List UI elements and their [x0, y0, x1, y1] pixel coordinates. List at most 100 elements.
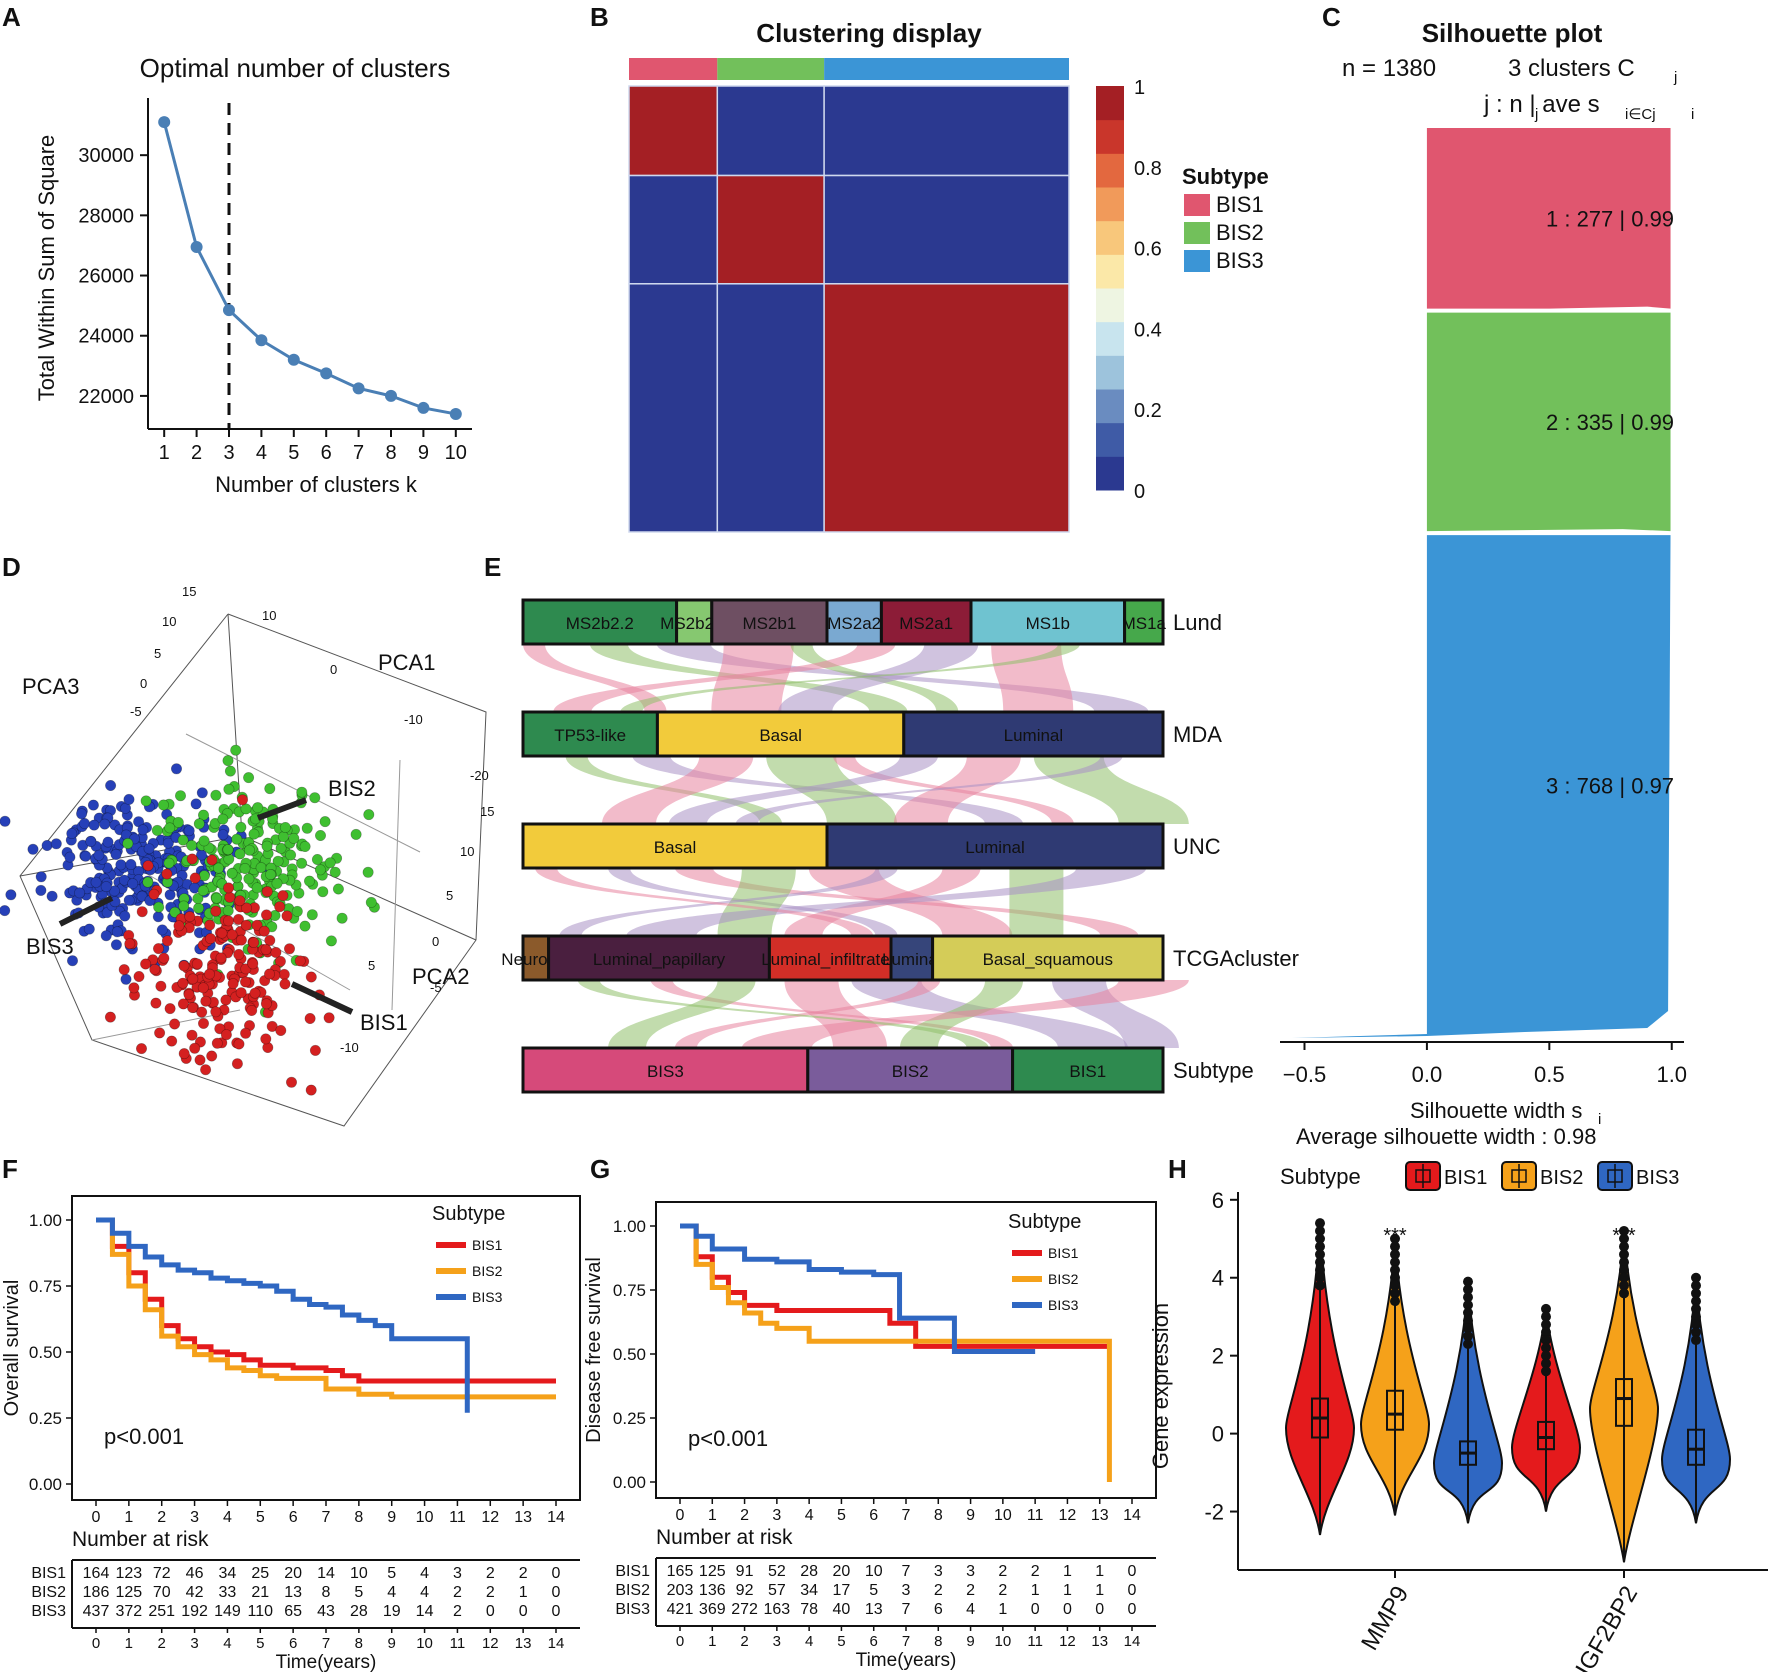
panel-d-point-bis1 [305, 971, 317, 983]
panel-f-risk-xtick-label: 1 [125, 1635, 133, 1652]
panel-g-pvalue: p<0.001 [688, 1426, 768, 1451]
panel-d-point-bis3 [76, 808, 88, 820]
panel-d-point-bis1 [211, 1037, 223, 1049]
panel-f-risk-value: 2 [453, 1603, 462, 1620]
panel-e-flow [741, 980, 1189, 1048]
panel-a-point [417, 401, 430, 414]
panel-d-point-bis1 [274, 955, 286, 967]
panel-g-risk-value: 28 [800, 1563, 818, 1580]
panel-f-risk-xtick-label: 12 [482, 1635, 499, 1652]
panel-d-point-bis3 [196, 787, 208, 799]
panel-a-ytick-label: 26000 [78, 266, 134, 288]
panel-f-ytick-label: 1.00 [29, 1211, 62, 1230]
panel-g-risk-value: 136 [699, 1582, 726, 1599]
panel-g-risk-value: 1 [1063, 1582, 1072, 1599]
panel-g-risk-value: 7 [902, 1601, 911, 1618]
panel-e-segment-unc [521, 822, 829, 870]
panel-g-risk-value: 2 [998, 1563, 1007, 1580]
panel-g-risk-xtick-label: 5 [837, 1633, 845, 1650]
panel-f-risk-value: 21 [251, 1584, 269, 1601]
panel-d-point-bis1 [233, 948, 245, 960]
panel-c-bar-cluster-2 [1426, 312, 1671, 532]
panel-d-point-bis1 [224, 891, 236, 903]
panel-label-g: G [590, 1154, 610, 1184]
panel-d-tick-label: -5 [430, 980, 442, 995]
panel-d-pointer-bis2 [256, 797, 308, 821]
panel-d-point-bis1 [198, 1017, 210, 1029]
panel-label-e: E [484, 552, 501, 582]
panel-f-risk-xtick-label: 13 [515, 1635, 532, 1652]
panel-d-point-bis2 [213, 862, 225, 874]
panel-d-point-bis3 [0, 905, 11, 917]
panel-h-outlier [1619, 1241, 1629, 1252]
panel-g-risk-value: 7 [902, 1563, 911, 1580]
panel-f-risk-value: 19 [383, 1603, 401, 1620]
panel-h-outlier [1541, 1350, 1551, 1361]
panel-d-point-bis1 [304, 1012, 316, 1024]
panel-e-segment-mda [521, 710, 659, 758]
panel-d-point-bis1 [260, 1033, 272, 1045]
panel-d-point-bis1 [142, 860, 154, 872]
panel-e-segment-label: MS1b [1026, 614, 1070, 633]
panel-a-xtick-label: 3 [223, 442, 234, 464]
panel-d-point-bis2 [186, 839, 198, 851]
panel-d-point-bis1 [166, 1035, 178, 1047]
panel-f-xtick-label: 13 [514, 1509, 532, 1526]
panel-d-point-bis2 [235, 821, 247, 833]
panel-c-xtick-label: 1.0 [1656, 1062, 1687, 1087]
panel-a-ytick-label: 24000 [78, 326, 134, 348]
panel-e-segment-label: TP53-like [554, 726, 626, 745]
panel-d-point-bis1 [204, 919, 216, 931]
panel-d-axis-pca3: PCA3 [22, 674, 79, 699]
panel-g-risk-value: 20 [833, 1563, 851, 1580]
panel-g-risk-value: 369 [699, 1601, 726, 1618]
panel-g-risk-value: 3 [902, 1582, 911, 1599]
panel-d-point-bis2 [288, 832, 300, 844]
panel-h-outlier [1619, 1249, 1629, 1260]
panel-d-label-bis3: BIS3 [26, 934, 74, 959]
panel-d-point-bis3 [79, 817, 91, 829]
panel-d-point-bis1 [305, 1084, 317, 1096]
panel-e-flow [711, 644, 794, 712]
panel-e-segment-label: Luminal [1004, 726, 1064, 745]
panel-h-legend-label-bis1: BIS1 [1444, 1167, 1487, 1189]
panel-f-risk-xtick-label: 14 [548, 1635, 565, 1652]
panel-h-gene-label: MMP9 [1356, 1582, 1414, 1656]
panel-h-outlier [1541, 1303, 1551, 1314]
panel-f-risk-value: 43 [317, 1603, 335, 1620]
panel-d-point-bis2 [324, 857, 336, 869]
panel-e-flow [766, 756, 897, 824]
panel-d-point-bis2 [336, 912, 348, 924]
panel-d-point-bis1 [260, 944, 272, 956]
panel-d-point-bis2 [198, 809, 210, 821]
panel-f-risk-value: 72 [153, 1565, 171, 1582]
panel-d-point-bis2 [363, 809, 375, 821]
panel-d-point-bis2 [198, 835, 210, 847]
panel-a-xtick-label: 10 [445, 442, 467, 464]
panel-d-point-bis1 [184, 911, 196, 923]
panel-h-outlier [1463, 1284, 1473, 1295]
panel-f-legend-label-bis2: BIS2 [472, 1263, 503, 1279]
panel-c-average: Average silhouette width : 0.98 [1296, 1124, 1596, 1149]
panel-g-risk-value: 91 [736, 1563, 754, 1580]
panel-e-segment-subtype [806, 1046, 1015, 1094]
panel-d-point-bis1 [206, 854, 218, 866]
panel-d-point-bis3 [64, 851, 76, 863]
panel-f-risk-value: 2 [519, 1565, 528, 1582]
panel-d-point-bis1 [220, 1029, 232, 1041]
panel-f-risk-value: 0 [519, 1603, 528, 1620]
panel-h-outlier [1315, 1264, 1325, 1275]
panel-d-point-bis2 [365, 896, 377, 908]
panel-h-outlier [1691, 1319, 1701, 1330]
panel-h-box [1386, 1389, 1404, 1431]
panel-f-xtick-label: 1 [124, 1509, 133, 1526]
panel-d-point-bis3 [0, 815, 11, 827]
panel-g-risk-group: BIS2 [615, 1582, 650, 1599]
panel-h-outlier [1691, 1296, 1701, 1307]
panel-d-point-bis1 [260, 998, 272, 1010]
panel-d-point-bis2 [350, 828, 362, 840]
panel-d-point-bis2 [299, 920, 311, 932]
panel-g-risk-value: 0 [1128, 1601, 1137, 1618]
panel-d-tick-label: 15 [182, 584, 196, 599]
